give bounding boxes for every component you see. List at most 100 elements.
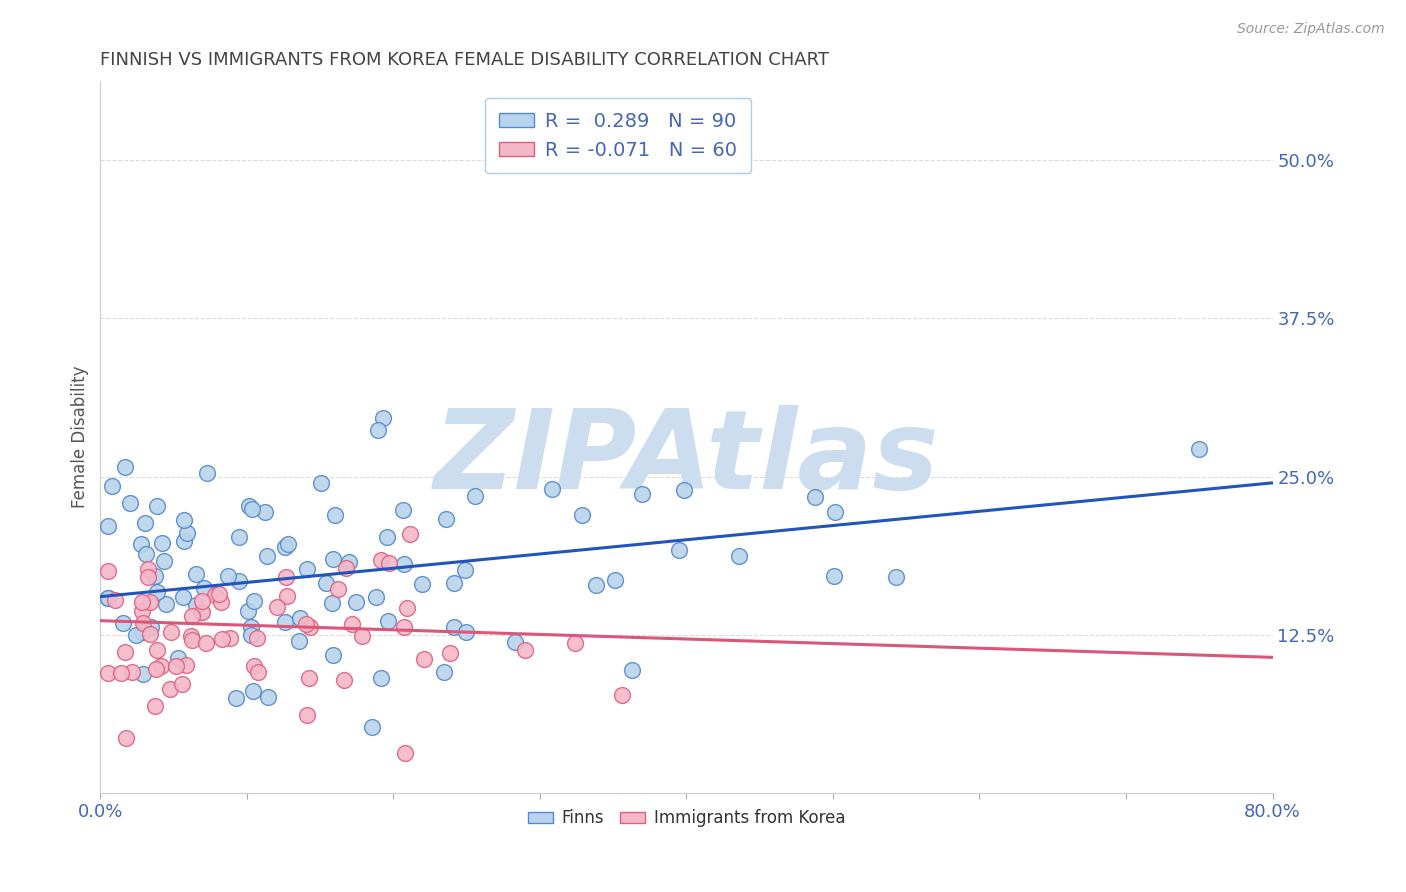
Point [132,666,155,681]
Point [172,677,194,691]
Point [377,556,399,570]
Point [1188,442,1211,457]
Point [97,665,120,680]
Point [804,490,827,504]
Point [174,658,197,673]
Point [191,593,214,607]
Point [340,617,363,632]
Point [190,606,212,620]
Point [294,617,316,632]
Point [136,570,159,584]
Point [114,645,136,659]
Point [97,591,120,606]
Point [209,595,232,609]
Point [97,591,120,606]
Point [204,588,226,602]
Point [631,487,654,501]
Point [311,476,333,491]
Point [194,636,217,650]
Point [295,562,318,576]
Point [464,489,486,503]
Point [672,483,695,497]
Point [392,557,415,571]
Point [181,633,204,648]
Point [276,589,298,603]
Point [321,596,343,610]
Point [728,549,751,563]
Point [180,608,202,623]
Point [824,505,846,519]
Point [439,646,461,660]
Point [454,563,477,577]
Point [571,508,593,522]
Point [191,606,214,620]
Point [145,585,167,599]
Point [612,688,634,702]
Point [238,604,260,618]
Point [256,690,278,704]
Point [97,564,120,578]
Point [322,551,344,566]
Point [159,681,181,696]
Point [454,625,477,640]
Point [274,540,297,554]
Point [603,574,626,588]
Point [273,615,295,629]
Point [195,466,218,480]
Point [392,503,415,517]
Point [541,483,564,497]
Point [145,643,167,657]
Point [364,590,387,604]
Point [165,658,187,673]
Point [217,569,239,583]
Text: Source: ZipAtlas.com: Source: ZipAtlas.com [1237,22,1385,37]
Point [395,601,418,615]
Point [219,631,242,645]
Point [129,537,152,551]
Point [114,460,136,475]
Point [246,631,269,645]
Point [211,632,233,646]
Point [243,593,266,607]
Point [315,575,337,590]
Point [299,620,322,634]
Point [167,651,190,665]
Point [277,537,299,551]
Point [176,525,198,540]
Point [173,513,195,527]
Point [333,673,356,687]
Point [668,543,690,558]
Point [266,599,288,614]
Point [361,720,384,734]
Point [621,663,644,677]
Point [149,658,172,673]
Text: FINNISH VS IMMIGRANTS FROM KOREA FEMALE DISABILITY CORRELATION CHART: FINNISH VS IMMIGRANTS FROM KOREA FEMALE … [100,51,830,69]
Point [153,554,176,568]
Point [180,629,202,643]
Point [139,594,162,608]
Point [433,665,456,680]
Point [97,518,120,533]
Point [823,569,845,583]
Point [399,526,422,541]
Point [326,582,349,597]
Point [434,512,457,526]
Point [186,598,208,612]
Point [160,625,183,640]
Point [131,624,153,639]
Point [135,547,157,561]
Point [139,620,162,634]
Point [515,643,537,657]
Point [242,684,264,698]
Point [136,562,159,576]
Point [138,626,160,640]
Point [295,707,318,722]
Point [225,691,247,706]
Point [146,500,169,514]
Point [298,671,321,685]
Point [239,620,262,634]
Point [256,549,278,563]
Point [131,595,153,609]
Point [443,620,465,634]
Point [375,530,398,544]
